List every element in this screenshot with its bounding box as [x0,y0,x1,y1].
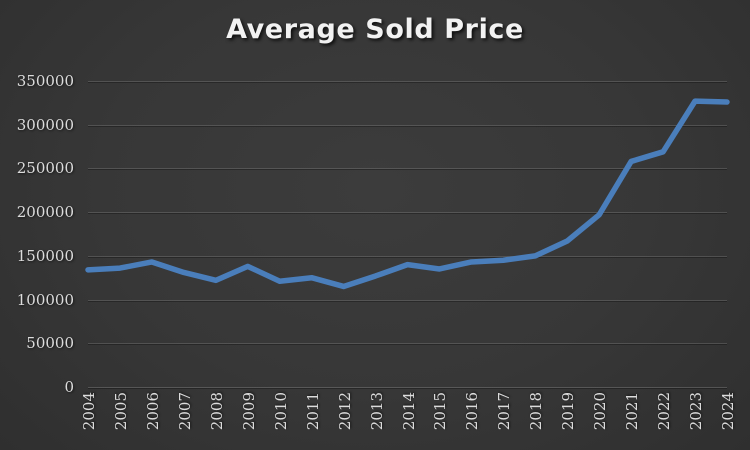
y-axis-tick-label: 200000 [16,203,74,222]
x-axis-tick-label: 2008 [207,392,226,431]
x-axis-tick-label: 2024 [719,392,737,431]
line-series [85,98,730,290]
gridline [88,168,727,170]
x-axis-tick-label: 2022 [655,392,674,431]
gridline [88,387,727,388]
x-axis-tick-label: 2019 [559,392,578,431]
y-axis-tick-label: 350000 [16,72,74,90]
x-axis-tick-label: 2012 [335,392,354,431]
x-axis-tick-label: 2018 [527,392,546,431]
x-axis-tick-label: 2011 [303,392,322,431]
x-axis-tick-label: 2017 [495,392,514,431]
gridline [88,255,727,257]
y-axis-tick-label: 250000 [16,159,74,178]
x-axis-tick-label: 2013 [367,392,386,431]
y-axis-tick-label: 100000 [16,290,74,309]
x-axis-tick-label: 2016 [463,392,482,431]
y-axis-tick-label: 300000 [16,115,74,134]
gridline [88,299,727,301]
gridline [88,81,727,82]
y-axis-tick-label: 50000 [26,334,74,353]
gridline [88,343,727,345]
x-axis-tick-label: 2023 [687,392,706,431]
x-axis-tick-label: 2014 [399,392,418,431]
x-axis-tick-label: 2020 [591,392,610,431]
plot-area [85,81,730,388]
gridline [88,124,727,126]
x-axis-tick-label: 2004 [80,392,98,431]
x-axis-tick-label: 2021 [623,392,642,431]
x-axis-tick-label: 2015 [431,392,450,431]
x-axis-tick-label: 2009 [239,392,258,431]
y-axis-tick-label: 150000 [16,246,74,265]
chart-title: Average Sold Price [226,14,524,45]
y-axis-tick-label: 0 [64,378,74,396]
x-axis-tick-label: 2006 [143,392,162,431]
x-axis-tick-label: 2010 [271,392,290,431]
gridline [88,212,727,214]
series-line-average-sold-price [85,98,730,290]
x-axis-tick-label: 2007 [175,392,194,431]
x-axis-tick-label: 2005 [111,392,130,431]
